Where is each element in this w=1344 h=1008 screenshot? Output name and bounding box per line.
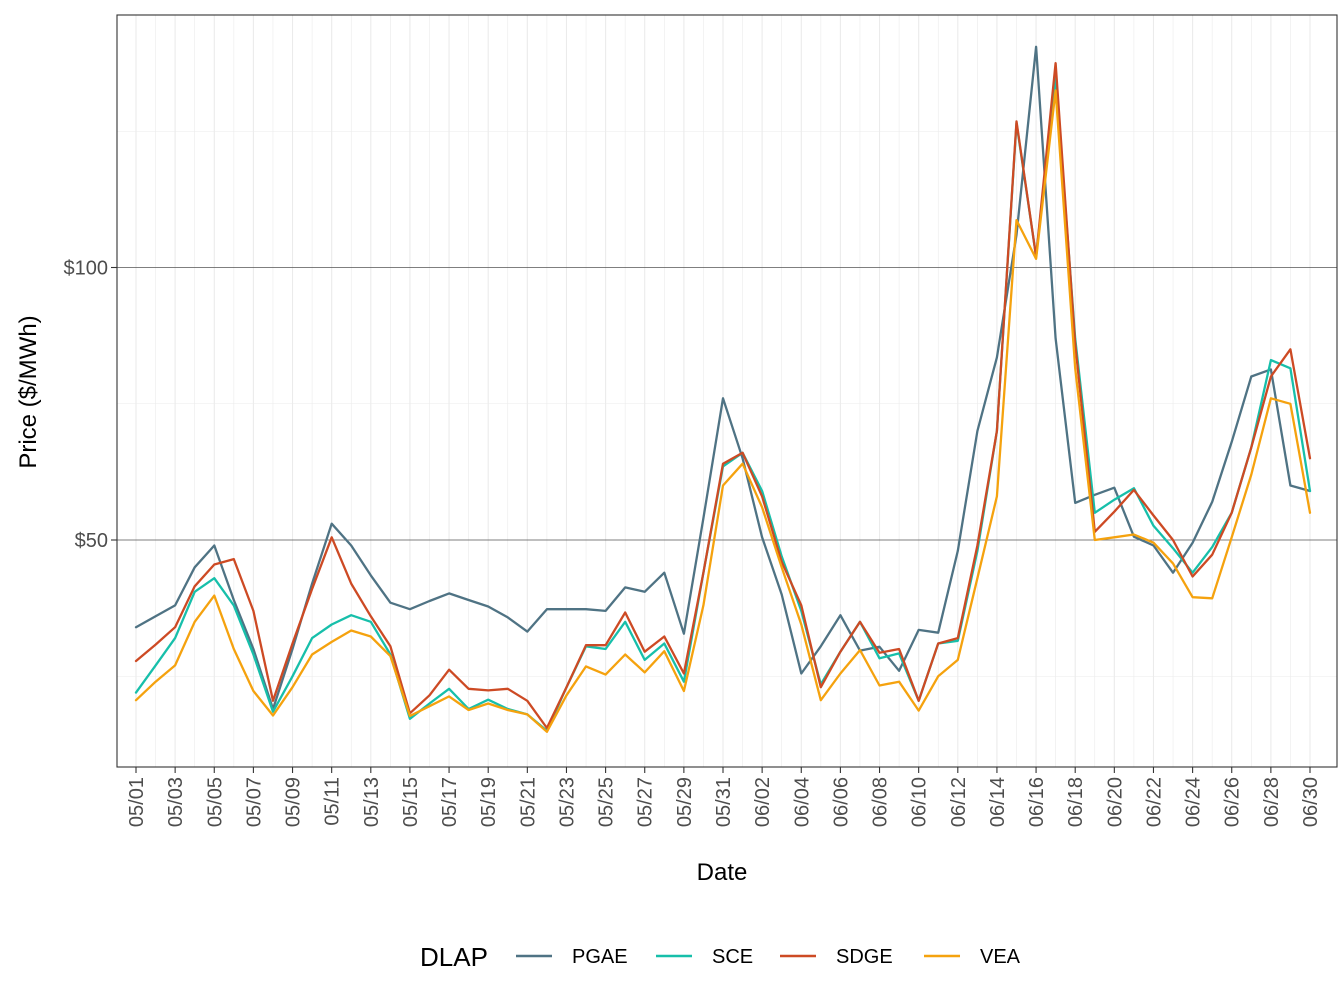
x-tick-label: 06/18 — [1065, 777, 1087, 827]
x-tick-label: 06/02 — [752, 777, 774, 827]
x-tick-label: 05/13 — [361, 777, 383, 827]
x-tick-label: 05/07 — [243, 777, 265, 827]
x-tick-label: 05/29 — [674, 777, 696, 827]
legend-label-sdge: SDGE — [836, 946, 893, 968]
x-tick-label: 05/01 — [126, 777, 148, 827]
x-tick-label: 06/10 — [909, 777, 931, 827]
x-tick-label: 05/09 — [283, 777, 305, 827]
y-tick-label: $50 — [75, 530, 108, 552]
series-lines — [134, 45, 1312, 733]
x-tick-label: 06/08 — [870, 777, 892, 827]
panel-border — [116, 14, 1338, 768]
x-tick-label: 05/31 — [713, 777, 735, 827]
legend-label-vea: VEA — [980, 946, 1021, 968]
x-tick-label: 05/27 — [635, 777, 657, 827]
series-line-sdge — [134, 61, 1312, 730]
legend: DLAP PGAE SCE SDGE VEA — [420, 942, 1021, 972]
x-tick-label: 05/17 — [439, 777, 461, 827]
y-axis-title: Price ($/MWh) — [15, 315, 42, 468]
x-tick-label: 06/04 — [791, 777, 813, 827]
x-tick-label: 05/19 — [478, 777, 500, 827]
x-tick-label: 05/11 — [322, 777, 344, 826]
x-tick-label: 06/12 — [948, 777, 970, 827]
x-axis: 05/01 05/03 05/05 05/07 05/09 05/11 05/13 05/15… — [126, 767, 1322, 827]
x-tick-label: 06/16 — [1026, 777, 1048, 827]
legend-label-pgae: PGAE — [572, 946, 628, 968]
y-axis: $50 $100 — [64, 258, 117, 552]
legend-title: DLAP — [420, 942, 488, 972]
x-tick-label: 05/03 — [165, 777, 187, 827]
x-tick-label: 06/22 — [1143, 777, 1165, 827]
x-tick-label: 05/25 — [596, 777, 618, 827]
series-line-pgae — [134, 45, 1312, 711]
x-tick-label: 06/28 — [1261, 777, 1283, 827]
y-tick-label: $100 — [64, 258, 109, 280]
x-tick-label: 05/05 — [204, 777, 226, 827]
x-tick-label: 06/30 — [1300, 777, 1322, 827]
x-tick-label: 05/15 — [400, 777, 422, 827]
legend-label-sce: SCE — [712, 946, 753, 968]
x-tick-label: 06/14 — [987, 777, 1009, 827]
x-tick-label: 06/24 — [1183, 777, 1205, 827]
x-tick-label: 06/20 — [1104, 777, 1126, 827]
x-axis-title: Date — [697, 859, 748, 886]
x-tick-label: 05/23 — [556, 777, 578, 827]
x-tick-label: 06/06 — [830, 777, 852, 827]
series-line-vea — [134, 89, 1312, 733]
x-tick-label: 06/26 — [1222, 777, 1244, 827]
minor-gridlines — [117, 15, 1337, 767]
x-tick-label: 05/21 — [517, 777, 539, 827]
